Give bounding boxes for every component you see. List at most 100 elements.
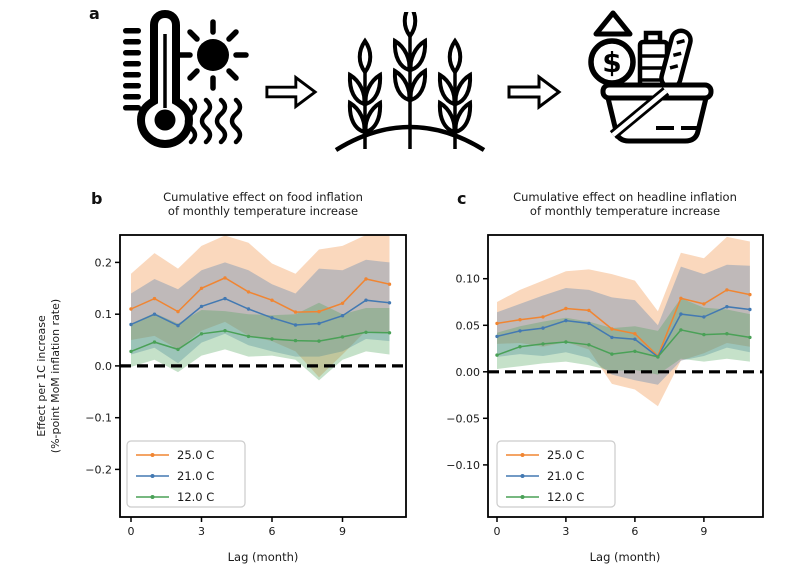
legend-label: 12.0 C — [177, 490, 214, 504]
data-point — [129, 307, 133, 311]
data-point — [633, 332, 637, 336]
arrow-right-icon — [265, 74, 318, 110]
legend-marker — [520, 453, 525, 457]
data-point — [293, 310, 298, 314]
data-point — [199, 332, 204, 336]
legend-label: 25.0 C — [547, 448, 584, 462]
data-point — [518, 329, 522, 333]
data-point — [541, 326, 545, 330]
chart-b-title: Cumulative effect on food inflation of m… — [163, 190, 363, 219]
data-point — [518, 345, 522, 349]
data-point — [387, 331, 392, 335]
data-point — [610, 335, 614, 340]
y-tick-label: 0.1 — [95, 308, 113, 321]
data-point — [223, 329, 227, 333]
data-point — [199, 286, 204, 290]
y-tick-label: −0.05 — [446, 412, 480, 425]
x-tick-label: 3 — [562, 525, 569, 538]
data-point — [725, 332, 729, 336]
plot-area — [129, 235, 392, 381]
data-point — [679, 296, 683, 300]
legend-marker — [150, 474, 155, 478]
axes-border — [119, 234, 407, 518]
legend-marker — [150, 453, 155, 457]
data-point — [246, 334, 251, 339]
chart-c: 0.10 0.05 0.00 −0.05 −0.10 0 3 6 9 25.0 C 21.0 C 12… — [446, 234, 764, 538]
dollar-coin-icon: $ — [588, 38, 636, 86]
data-point — [541, 315, 545, 319]
data-point — [679, 328, 683, 332]
baguette-icon — [659, 28, 693, 90]
series-line-2 — [496, 329, 751, 358]
data-point — [364, 330, 368, 334]
basket-icon — [600, 82, 714, 144]
data-point — [495, 353, 499, 357]
y-tick-label: 0.0 — [95, 360, 113, 373]
data-point — [725, 288, 729, 292]
data-point — [317, 339, 321, 343]
thermometer-sun-heat-icon — [123, 9, 249, 148]
x-tick-label: 9 — [700, 525, 707, 538]
data-point — [587, 308, 591, 313]
series-line-0 — [496, 289, 751, 358]
legend-marker — [520, 474, 525, 478]
crops-icon — [334, 12, 486, 152]
confidence-band-2 — [497, 298, 750, 375]
data-point — [340, 301, 345, 305]
y-tick-label: −0.2 — [85, 463, 112, 476]
data-point — [270, 337, 274, 341]
data-point — [679, 312, 683, 316]
y-tick-label: 0.05 — [456, 319, 481, 332]
svg-text:$: $ — [602, 46, 621, 79]
confidence-band-0 — [497, 236, 750, 407]
x-tick-label: 6 — [631, 525, 638, 538]
data-point — [270, 316, 274, 320]
data-point — [656, 355, 660, 359]
data-point — [633, 349, 637, 353]
data-point — [199, 304, 204, 309]
data-point — [340, 314, 345, 318]
data-point — [702, 315, 706, 319]
data-point — [152, 340, 157, 344]
data-point — [495, 321, 499, 326]
data-point — [748, 307, 752, 312]
legend-label: 25.0 C — [177, 448, 214, 462]
price-up-triangle-icon — [593, 10, 633, 37]
series-line-0 — [130, 277, 390, 313]
plot-area — [495, 236, 752, 407]
data-point — [270, 298, 274, 302]
panel-b-label: b — [91, 189, 103, 208]
thermometer-icon — [136, 9, 194, 148]
data-point — [293, 323, 298, 327]
confidence-band-0 — [131, 235, 390, 378]
data-point — [364, 298, 368, 302]
data-point — [610, 352, 614, 356]
legend-box — [126, 440, 246, 508]
data-point — [725, 305, 729, 309]
data-point — [317, 309, 321, 314]
data-point — [564, 318, 568, 323]
legend-label: 21.0 C — [547, 469, 584, 483]
legend-label: 21.0 C — [177, 469, 214, 483]
legend: 25.0 C 21.0 C 12.0 C — [496, 440, 616, 508]
data-point — [293, 338, 298, 343]
data-point — [176, 323, 180, 328]
data-point — [152, 296, 157, 301]
y-tick-label: −0.1 — [85, 412, 112, 425]
data-point — [364, 277, 368, 281]
chart-b-x-axis-label: Lag (month) — [227, 550, 299, 564]
data-point — [317, 321, 321, 326]
data-point — [223, 276, 227, 280]
series-line-1 — [130, 297, 390, 327]
ground-mound — [334, 124, 486, 152]
data-point — [541, 342, 545, 346]
chart-c-x-axis-label: Lag (month) — [589, 550, 661, 564]
legend: 25.0 C 21.0 C 12.0 C — [126, 440, 246, 508]
axes-border — [487, 234, 764, 518]
thermometer-scale-icon — [123, 28, 141, 111]
data-point — [748, 335, 752, 340]
x-tick-label: 3 — [198, 525, 205, 538]
x-tick-label: 0 — [128, 525, 135, 538]
data-point — [387, 282, 392, 286]
